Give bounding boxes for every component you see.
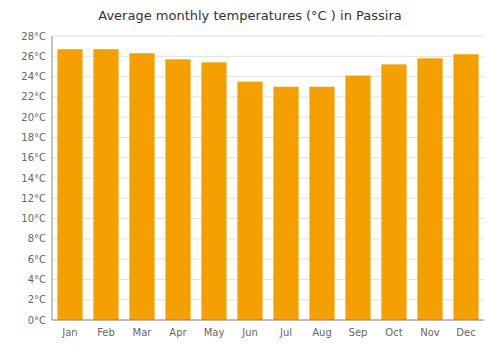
y-tick-label: 12°C xyxy=(21,193,46,204)
x-tick-label: Nov xyxy=(420,327,440,338)
grid-line xyxy=(52,320,484,321)
bar xyxy=(273,87,298,320)
chart-svg: Average monthly temperatures (°C ) in Pa… xyxy=(0,0,500,350)
bar xyxy=(201,62,226,320)
bar xyxy=(417,58,442,320)
y-tick-label: 28°C xyxy=(21,31,46,42)
bars xyxy=(57,49,478,320)
grid xyxy=(52,36,484,320)
y-tick-label: 18°C xyxy=(21,132,46,143)
bar xyxy=(93,49,118,320)
bar xyxy=(453,54,478,320)
bar xyxy=(129,53,154,320)
x-tick-label: Jul xyxy=(279,327,292,338)
y-tick-label: 22°C xyxy=(21,91,46,102)
bar xyxy=(165,59,190,320)
x-tick-label: Dec xyxy=(456,327,475,338)
x-tick-label: Apr xyxy=(169,327,187,338)
x-tick-label: Feb xyxy=(97,327,115,338)
y-tick-label: 6°C xyxy=(28,254,46,265)
x-axis-line xyxy=(52,320,484,321)
x-tick-label: Sep xyxy=(349,327,368,338)
title: Average monthly temperatures (°C ) in Pa… xyxy=(98,8,401,23)
x-tick-label: Aug xyxy=(312,327,332,338)
bar xyxy=(237,82,262,320)
chart-container: Average monthly temperatures (°C ) in Pa… xyxy=(0,0,500,350)
x-tick-label: Jun xyxy=(241,327,258,338)
y-tick-label: 8°C xyxy=(28,233,46,244)
grid-line xyxy=(52,36,484,37)
x-tick-label: Mar xyxy=(133,327,153,338)
x-tick-label: Oct xyxy=(385,327,402,338)
y-tick-label: 26°C xyxy=(21,51,46,62)
y-axis-line xyxy=(52,36,53,320)
y-tick-label: 10°C xyxy=(21,213,46,224)
x-tick-label: Jan xyxy=(61,327,77,338)
y-tick-label: 2°C xyxy=(28,294,46,305)
bar xyxy=(57,49,82,320)
y-tick-label: 4°C xyxy=(28,274,46,285)
y-tick-label: 24°C xyxy=(21,71,46,82)
y-tick-label: 0°C xyxy=(28,315,46,326)
y-tick-label: 16°C xyxy=(21,152,46,163)
x-tick-label: May xyxy=(204,327,225,338)
bar xyxy=(345,76,370,320)
bar xyxy=(309,87,334,320)
y-tick-label: 14°C xyxy=(21,173,46,184)
bar xyxy=(381,64,406,320)
y-tick-label: 20°C xyxy=(21,112,46,123)
